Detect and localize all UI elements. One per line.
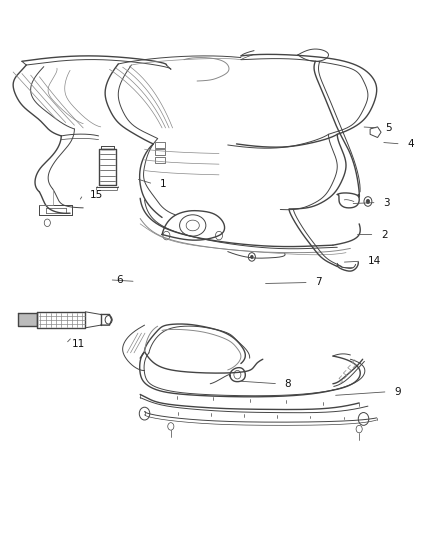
Text: 6: 6: [116, 275, 123, 285]
Circle shape: [366, 199, 370, 204]
Text: 14: 14: [368, 256, 381, 266]
Text: 7: 7: [315, 278, 322, 287]
Text: 11: 11: [72, 339, 85, 349]
Text: 9: 9: [394, 387, 401, 397]
Bar: [155, 149, 165, 155]
Circle shape: [251, 255, 253, 259]
Text: 3: 3: [383, 198, 390, 207]
Text: 8: 8: [285, 379, 291, 389]
Text: 2: 2: [381, 230, 388, 239]
Text: 15: 15: [90, 190, 103, 199]
Text: 1: 1: [160, 179, 166, 189]
Bar: [18, 313, 37, 326]
Bar: [155, 142, 165, 148]
Text: 4: 4: [407, 139, 414, 149]
Bar: [155, 157, 165, 163]
Text: 5: 5: [385, 123, 392, 133]
